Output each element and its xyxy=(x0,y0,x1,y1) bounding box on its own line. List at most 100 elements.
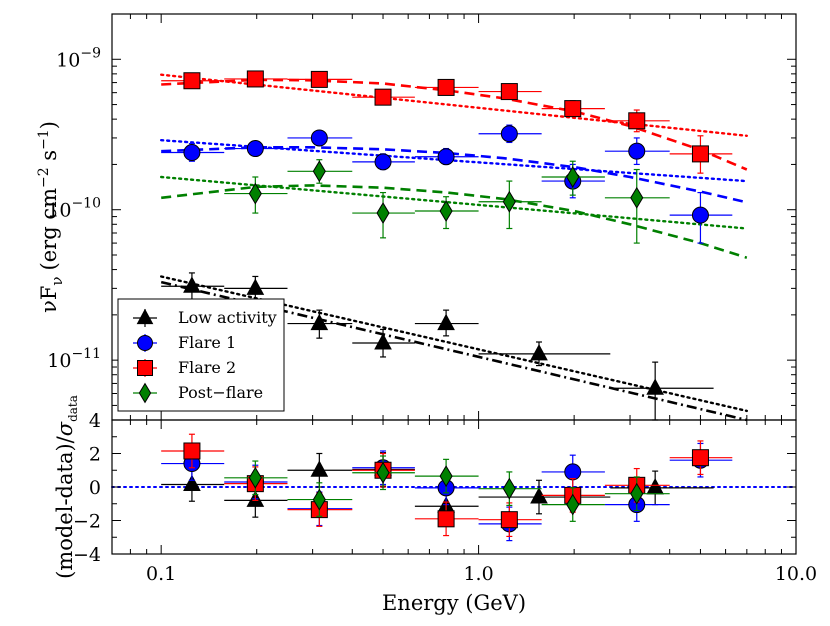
legend-label-low-activity: Low activity xyxy=(178,308,277,327)
series-flare-2 xyxy=(161,70,733,174)
residual-ylabel-subscript: data xyxy=(66,395,80,422)
legend-entry-post-flare: Post−flare xyxy=(133,382,263,404)
point-post-flare xyxy=(439,200,453,223)
ylabel-exponent-s: −1 xyxy=(36,129,52,150)
residual-ylabel-sigma: σ xyxy=(53,421,77,436)
point-post-flare xyxy=(248,182,262,205)
point-low-activity xyxy=(437,313,455,331)
y-tick-label: 10−10 xyxy=(47,196,101,222)
point-low-activity xyxy=(530,344,548,361)
ylabel-exponent-cm: −2 xyxy=(36,167,52,188)
y-tick-label-base: 10 xyxy=(56,49,80,71)
legend-marker-flare-1 xyxy=(137,335,153,351)
legend-marker-low-activity xyxy=(136,308,154,325)
x-axis-title: Energy (GeV) xyxy=(382,591,526,615)
x-tick-label: 1.0 xyxy=(463,563,493,585)
point-flare-1 xyxy=(691,206,709,224)
residual-point-post-flare xyxy=(630,482,644,505)
ylabel-nu-subscript: ν xyxy=(48,276,66,285)
residual-y-tick-label: 4 xyxy=(89,410,101,432)
residual-point-flare-1 xyxy=(564,463,582,481)
y-tick-label-base: 10 xyxy=(47,200,71,222)
sed-axis-ticks xyxy=(111,13,797,421)
point-flare-2 xyxy=(500,83,518,101)
residual-y-tick-labels: −4 −2 0 2 4 xyxy=(73,410,101,566)
x-tick-label: 10.0 xyxy=(775,563,817,585)
residual-y-tick-label: 2 xyxy=(89,444,101,466)
residual-series-post-flare xyxy=(224,455,670,522)
residual-point-post-flare xyxy=(376,461,390,484)
series-post-flare xyxy=(224,159,670,244)
residual-point-post-flare xyxy=(312,488,326,511)
point-low-activity xyxy=(374,333,392,350)
point-post-flare xyxy=(630,186,644,209)
point-post-flare xyxy=(502,190,516,213)
legend-label-flare-1: Flare 1 xyxy=(178,333,236,352)
residual-point-low-activity xyxy=(310,460,329,477)
residual-y-axis-title: (model-data)/σdata xyxy=(53,395,80,579)
point-post-flare xyxy=(312,160,326,183)
ylabel-nuf: νF xyxy=(37,286,61,313)
y-tick-label-exponent: −11 xyxy=(71,346,101,362)
model-dotted-post-flare xyxy=(159,175,748,230)
y-tick-label-exponent: −9 xyxy=(80,45,101,61)
residual-series-layer xyxy=(111,433,797,542)
point-flare-1 xyxy=(628,142,646,160)
point-flare-1 xyxy=(246,140,264,158)
y-tick-label: 10−9 xyxy=(56,45,101,71)
legend-entry-flare-1: Flare 1 xyxy=(133,333,236,352)
legend-marker-post-flare xyxy=(138,382,152,404)
x-tick-labels: 0.1 1.0 10.0 xyxy=(146,563,817,585)
point-flare-1 xyxy=(310,129,328,147)
legend-entries: Low activity Flare 1 Flare 2 Post−flare xyxy=(133,308,277,404)
point-low-activity xyxy=(310,313,329,331)
point-flare-2 xyxy=(246,70,264,88)
residual-y-tick-label: −2 xyxy=(73,511,101,533)
residual-panel: −4 −2 0 2 4 (model-data)/σdata xyxy=(53,395,797,579)
point-flare-1 xyxy=(183,144,201,162)
point-flare-2 xyxy=(437,78,455,96)
point-post-flare xyxy=(376,202,390,225)
point-flare-1 xyxy=(437,148,455,166)
legend: Low activity Flare 1 Flare 2 Post−flare xyxy=(117,298,285,412)
residual-point-post-flare xyxy=(248,466,262,489)
point-flare-2 xyxy=(374,88,392,106)
residual-axis-ticks xyxy=(111,419,797,555)
point-low-activity xyxy=(183,276,201,293)
residual-point-post-flare xyxy=(502,477,516,500)
residual-point-flare-2 xyxy=(691,449,709,467)
point-post-flare xyxy=(566,166,580,188)
y-tick-label: 10−11 xyxy=(47,346,101,372)
residual-point-low-activity xyxy=(183,474,201,491)
residual-point-flare-2 xyxy=(183,442,201,460)
point-low-activity xyxy=(646,378,665,395)
point-flare-1 xyxy=(500,125,518,143)
sed-y-axis-title: νFν (erg cm−2 s−1) xyxy=(36,121,66,313)
ylabel-close-paren: ) xyxy=(37,121,61,129)
point-flare-2 xyxy=(310,70,328,88)
legend-label-post-flare: Post−flare xyxy=(178,383,263,402)
point-low-activity xyxy=(246,278,265,295)
residual-point-flare-2 xyxy=(500,511,518,529)
point-flare-1 xyxy=(374,153,392,171)
legend-entry-low-activity: Low activity xyxy=(133,308,277,327)
point-flare-2 xyxy=(564,100,582,118)
legend-entry-flare-2: Flare 2 xyxy=(133,358,236,377)
y-tick-label-base: 10 xyxy=(47,350,71,372)
residual-y-tick-label: 0 xyxy=(89,477,101,499)
residual-point-post-flare xyxy=(566,493,580,516)
residual-y-tick-label: −4 xyxy=(73,544,101,566)
residual-point-flare-2 xyxy=(437,510,455,528)
ylabel-units: (erg cm xyxy=(37,188,61,271)
legend-label-flare-2: Flare 2 xyxy=(178,358,236,377)
residual-ylabel-main: (model-data)/ xyxy=(53,435,77,579)
point-flare-2 xyxy=(183,72,201,90)
residual-point-post-flare xyxy=(439,465,453,488)
point-flare-2 xyxy=(628,112,646,130)
ylabel-seconds: s xyxy=(37,150,61,167)
point-flare-2 xyxy=(691,145,709,163)
x-tick-label: 0.1 xyxy=(146,563,176,585)
